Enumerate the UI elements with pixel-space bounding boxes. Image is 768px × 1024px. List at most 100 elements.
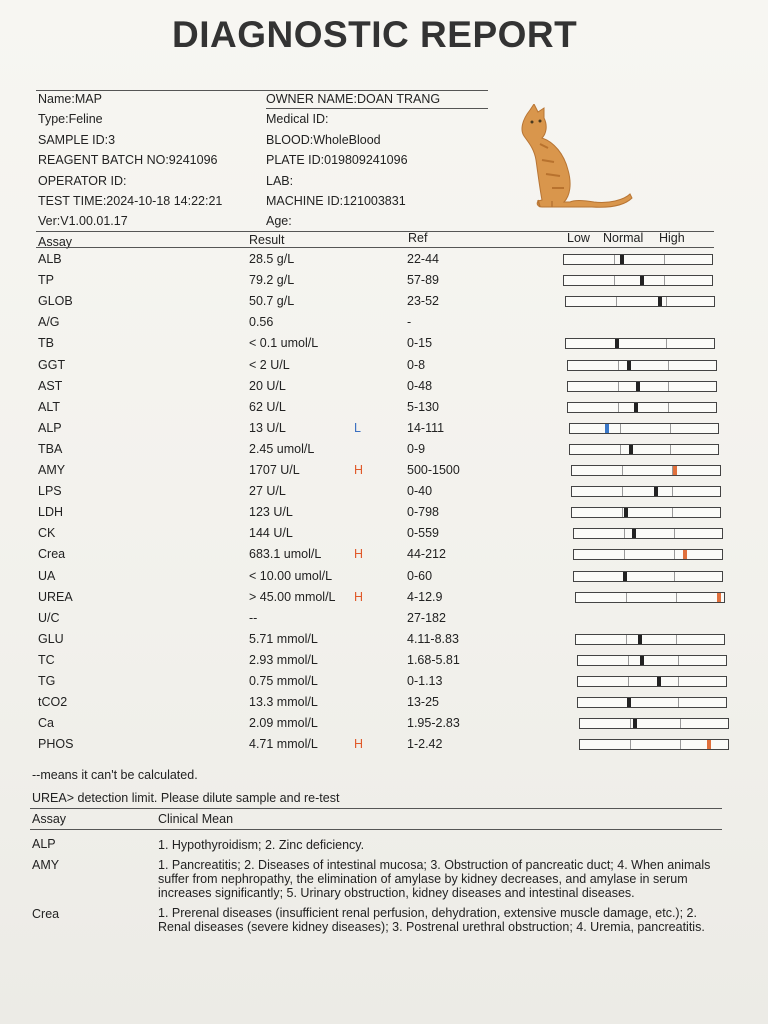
bar-divider: [622, 508, 623, 517]
row-result: 20 U/L: [249, 379, 286, 393]
row-assay: U/C: [38, 611, 60, 625]
row-assay: TG: [38, 674, 56, 688]
bar-divider: [622, 487, 623, 496]
row-result: < 2 U/L: [249, 358, 290, 372]
row-ref: 500-1500: [407, 463, 460, 477]
info-version: Ver:V1.00.01.17: [38, 214, 128, 228]
bar-divider: [628, 677, 629, 686]
row-result: 2.45 umol/L: [249, 442, 315, 456]
row-ref: 22-44: [407, 252, 439, 266]
row-level-bar: [579, 739, 729, 750]
row-result: 2.93 mmol/L: [249, 653, 318, 667]
row-flag: L: [354, 421, 361, 435]
row-ref: 14-111: [407, 421, 445, 435]
row-level-bar: [573, 528, 723, 539]
row-ref: 1-2.42: [407, 737, 443, 751]
row-result: 5.71 mmol/L: [249, 632, 318, 646]
row-result: 79.2 g/L: [249, 273, 295, 287]
row-result: --: [249, 611, 258, 625]
row-ref: 5-130: [407, 400, 439, 414]
clinical-text-crea: 1. Prerenal diseases (insufficient renal…: [158, 906, 705, 934]
row-level-bar: [571, 507, 721, 518]
row-assay: GLOB: [38, 294, 73, 308]
bar-divider: [678, 656, 679, 665]
info-operator-id: OPERATOR ID:: [38, 174, 127, 188]
info-test-time: TEST TIME:2024-10-18 14:22:21: [38, 194, 223, 208]
row-level-bar: [575, 592, 725, 603]
row-assay: GLU: [38, 632, 64, 646]
row-assay: ALP: [38, 421, 62, 435]
bar-divider: [620, 424, 621, 433]
row-result: > 45.00 mmol/L: [249, 590, 336, 604]
clinical-assay-amy: AMY: [32, 858, 60, 872]
info-reagent-batch: REAGENT BATCH NO:9241096: [38, 153, 218, 167]
row-result: 28.5 g/L: [249, 252, 295, 266]
info-plate-id: PLATE ID:019809241096: [266, 153, 408, 167]
row-ref: 44-212: [407, 547, 446, 561]
row-assay: ALT: [38, 400, 60, 414]
bar-marker: [615, 339, 619, 348]
bar-marker: [717, 593, 721, 602]
row-ref: 57-89: [407, 273, 439, 287]
bar-divider: [668, 382, 669, 391]
bar-divider: [620, 445, 621, 454]
note-calc: --means it can't be calculated.: [32, 768, 198, 782]
row-level-bar: [579, 718, 729, 729]
row-assay: Ca: [38, 716, 54, 730]
bar-marker: [627, 361, 631, 370]
clinical-rule: [30, 829, 722, 830]
row-result: 13 U/L: [249, 421, 286, 435]
table-rule-top: [36, 231, 714, 232]
row-flag: H: [354, 463, 364, 477]
row-assay: UA: [38, 569, 56, 583]
row-assay: LPS: [38, 484, 62, 498]
bar-marker: [634, 403, 638, 412]
row-level-bar: [571, 486, 721, 497]
bar-marker: [623, 572, 627, 581]
clinical-assay-crea: Crea: [32, 907, 60, 921]
bar-marker: [636, 382, 640, 391]
bar-divider: [664, 255, 665, 264]
bar-divider: [680, 719, 681, 728]
info-sample-id: SAMPLE ID:3: [38, 133, 116, 147]
bar-divider: [630, 719, 631, 728]
header-low: Low: [567, 231, 590, 245]
row-ref: 4.11-8.83: [407, 632, 459, 646]
notes-rule-1: [30, 808, 722, 809]
bar-marker: [627, 698, 631, 707]
bar-divider: [670, 424, 671, 433]
row-result: 144 U/L: [249, 526, 293, 540]
bar-divider: [614, 255, 615, 264]
row-level-bar: [571, 465, 721, 476]
row-result: 683.1 umol/L: [249, 547, 322, 561]
bar-divider: [678, 677, 679, 686]
row-result: 4.71 mmol/L: [249, 737, 318, 751]
row-assay: UREA: [38, 590, 73, 604]
bar-marker: [707, 740, 711, 749]
row-ref: 0-48: [407, 379, 433, 393]
bar-divider: [630, 740, 631, 749]
header-result: Result: [249, 233, 285, 247]
bar-divider: [626, 593, 627, 602]
bar-marker: [632, 529, 636, 538]
bar-divider: [666, 297, 667, 306]
info-rule-under-name: [266, 108, 488, 109]
row-assay: CK: [38, 526, 56, 540]
row-level-bar: [565, 338, 715, 349]
row-ref: 0-60: [407, 569, 433, 583]
row-ref: 0-559: [407, 526, 439, 540]
bar-marker: [673, 466, 677, 475]
row-ref: 13-25: [407, 695, 439, 709]
bar-divider: [628, 656, 629, 665]
row-assay: Crea: [38, 547, 66, 561]
row-ref: 0-798: [407, 505, 439, 519]
row-assay: A/G: [38, 315, 60, 329]
bar-marker: [633, 719, 637, 728]
info-age: Age:: [266, 214, 292, 228]
header-high: High: [659, 231, 685, 245]
row-assay: LDH: [38, 505, 64, 519]
bar-divider: [666, 339, 667, 348]
bar-marker: [657, 677, 661, 686]
bar-marker: [654, 487, 658, 496]
row-ref: 1.95-2.83: [407, 716, 460, 730]
